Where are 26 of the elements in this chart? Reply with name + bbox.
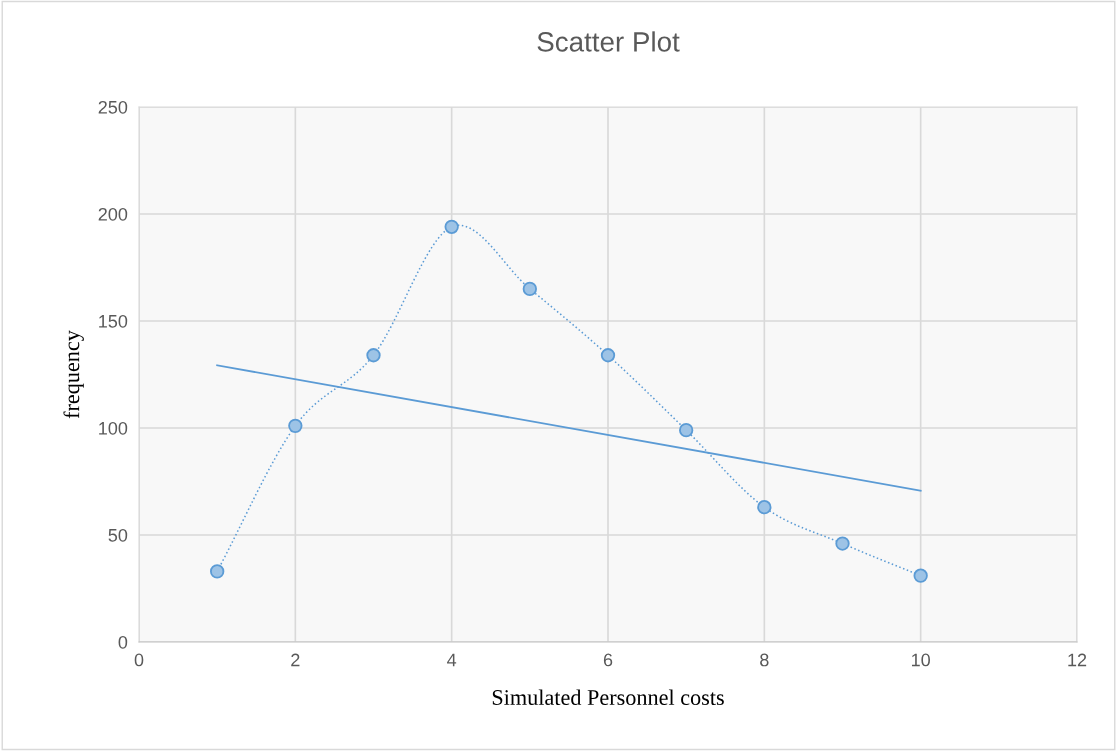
y-tick-label: 150	[99, 314, 128, 328]
x-tick-label: 4	[447, 653, 457, 667]
chart-title: Scatter Plot	[537, 31, 680, 52]
x-tick-label: 8	[760, 653, 769, 667]
point	[366, 348, 381, 363]
x-tick-label: 12	[1068, 653, 1087, 667]
point	[210, 564, 225, 579]
y-tick-label: 50	[108, 528, 128, 542]
point	[522, 281, 537, 297]
x-tick-label: 0	[134, 653, 144, 667]
point	[444, 219, 459, 234]
y-tick-label: 200	[98, 207, 128, 221]
point	[913, 568, 928, 583]
point	[757, 500, 772, 515]
y-tick-label: 250	[98, 100, 128, 114]
point	[679, 422, 694, 438]
y-axis-title: frequency	[63, 330, 84, 419]
point	[288, 418, 303, 434]
x-tick-label: 2	[291, 653, 300, 667]
point	[835, 536, 850, 551]
x-tick-label: 10	[912, 653, 930, 667]
y-tick-label: 0	[118, 635, 128, 649]
x-tick-label: 6	[603, 653, 613, 667]
point	[600, 348, 616, 363]
y-tick-label: 100	[99, 421, 128, 435]
x-axis-title: Simulated Personnel costs	[492, 689, 724, 706]
